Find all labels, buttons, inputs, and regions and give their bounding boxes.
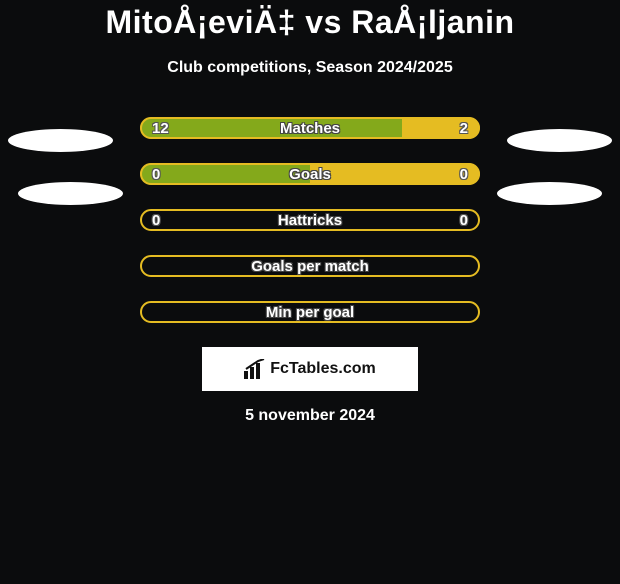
- stat-bar-track: [140, 255, 480, 277]
- stat-row: Goals per match: [140, 255, 480, 277]
- stat-bar-left: [140, 117, 402, 139]
- stat-bar-track: [140, 117, 480, 139]
- stat-row: Matches122: [140, 117, 480, 139]
- page-subtitle: Club competitions, Season 2024/2025: [0, 59, 620, 77]
- stat-bar-track: [140, 209, 480, 231]
- stat-row: Min per goal: [140, 301, 480, 323]
- stat-row: Hattricks00: [140, 209, 480, 231]
- stat-bar-track: [140, 163, 480, 185]
- source-logo-text: FcTables.com: [270, 360, 376, 378]
- stat-bar-left: [140, 163, 310, 185]
- comparison-chart: Matches122 Goals00 Hattricks00 Goals per ma…: [0, 117, 620, 323]
- stat-bar-right: [402, 117, 480, 139]
- stat-bar-right: [310, 163, 480, 185]
- stat-row: Goals00: [140, 163, 480, 185]
- date-label: 5 november 2024: [0, 407, 620, 425]
- page-title: MitoÅ¡eviÄ‡ vs RaÅ¡ljanin: [0, 4, 620, 41]
- source-logo: FcTables.com: [202, 347, 418, 391]
- stat-bar-track: [140, 301, 480, 323]
- chart-icon: [244, 359, 266, 379]
